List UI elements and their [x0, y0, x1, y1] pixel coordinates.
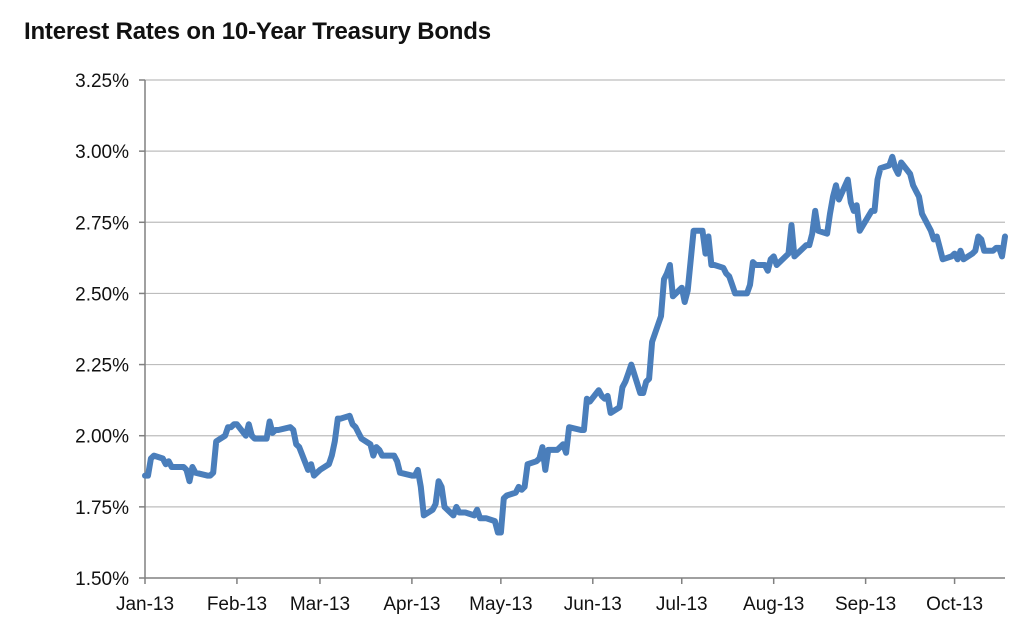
- y-tick-label: 1.50%: [75, 569, 129, 590]
- x-tick-label: Apr-13: [383, 594, 440, 615]
- x-tick-label: May-13: [469, 594, 532, 615]
- x-axis-tick-labels: Jan-13 Feb-13 Mar-13 Apr-13 May-13 Jun-13 Jul-…: [116, 594, 983, 615]
- y-tick-label: 2.00%: [75, 427, 129, 448]
- y-tick-label: 2.50%: [75, 284, 129, 305]
- x-tick-label: Aug-13: [743, 594, 804, 615]
- series-line: [142, 153, 1008, 536]
- x-tick-label: Jun-13: [564, 594, 622, 615]
- axes: [139, 79, 1005, 584]
- y-axis-tick-labels: 1.50% 1.75% 2.00% 2.25% 2.50% 2.75% 3.00% 3.25%: [75, 71, 129, 590]
- x-tick-label: Oct-13: [926, 594, 983, 615]
- gridlines: [145, 79, 1005, 508]
- chart-title: Interest Rates on 10-Year Treasury Bonds: [24, 18, 491, 45]
- x-tick-label: Jul-13: [656, 594, 708, 615]
- x-tick-label: Jan-13: [116, 594, 174, 615]
- y-tick-label: 1.75%: [75, 498, 129, 519]
- y-tick-label: 2.25%: [75, 356, 129, 377]
- x-tick-label: Feb-13: [207, 594, 267, 615]
- y-tick-label: 3.25%: [75, 71, 129, 92]
- y-tick-label: 3.00%: [75, 142, 129, 163]
- y-tick-label: 2.75%: [75, 213, 129, 234]
- series-group: [142, 153, 1008, 536]
- x-tick-label: Sep-13: [835, 594, 896, 615]
- x-tick-label: Mar-13: [290, 594, 350, 615]
